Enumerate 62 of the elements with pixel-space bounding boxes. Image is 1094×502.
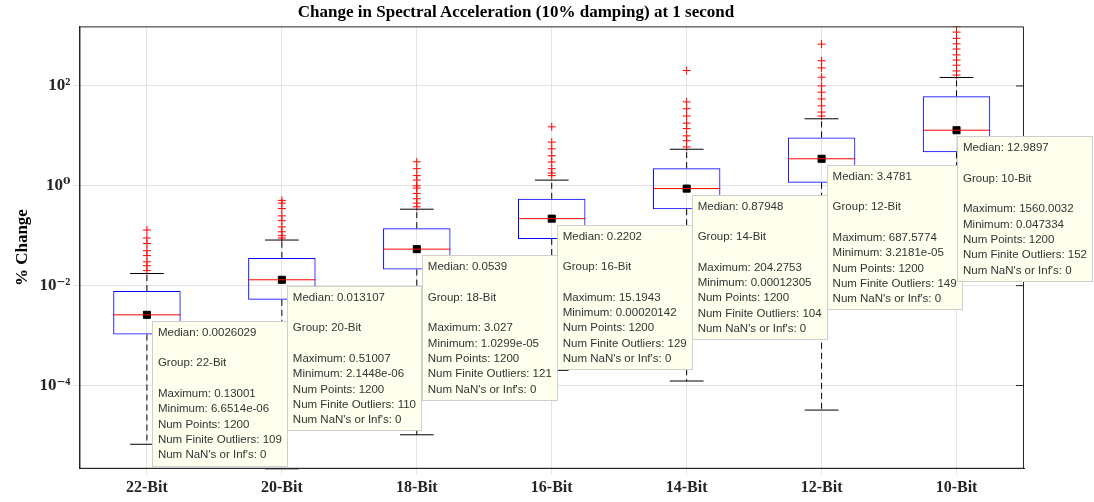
annotation: Num NaN's or Inf's: 0 [157,447,268,463]
annotation: Num NaN's or Inf's: 0 [832,291,943,307]
annotation: Num NaN's or Inf's: 0 [292,412,403,428]
annotation: Group: 22-Bit [157,355,228,371]
annotation: Median: 0.0539 [427,259,509,275]
annotation: Num Points: 1200 [427,350,521,366]
annotation: Maximum: 687.5774 [832,229,938,245]
annotation: Num Finite Outliers: 129 [562,335,687,351]
annotation: Group: 12-Bit [832,199,902,215]
annotation: Num Points: 1200 [963,232,1056,247]
annotation: Minimum: 2.1448e-06 [292,366,406,382]
annotation: Minimum: 0.00020142 [562,305,678,321]
annotation: Maximum: 0.51007 [292,350,392,366]
annotation: Num Points: 1200 [832,260,925,276]
annotation: Num NaN's or Inf's: 0 [562,351,673,366]
annotation: Maximum: 1560.0032 [963,201,1075,217]
x-tick-label: 16-Bit [530,477,574,495]
annotation: Num Points: 1200 [157,416,251,432]
annotation: Median: 12.9897 [963,140,1050,156]
annotation: Maximum: 3.027 [427,320,514,336]
y-tick-label: 10² [48,75,71,95]
x-tick-label: 10-Bit [935,477,979,495]
x-tick-label: 20-Bit [260,477,304,495]
annotation: Group: 16-Bit [562,259,633,275]
annotation: Minimum: 0.00012305 [697,275,813,291]
x-tick-label: 12-Bit [800,477,844,495]
annotation: Group: 18-Bit [427,289,498,305]
annotation: Num Points: 1200 [562,320,656,336]
annotation: Num Finite Outliers: 121 [427,366,552,382]
annotation: Minimum: 3.2181e-05 [832,245,945,261]
annotation: Num Finite Outliers: 104 [697,305,822,321]
y-tick-label: 10⁻⁴ [39,374,71,394]
annotation: Maximum: 0.13001 [157,386,257,401]
x-tick-label: 18-Bit [395,477,439,495]
chart-title: Change in Spectral Acceleration (10% damping) at 1 second [297,1,735,21]
annotation: Num Points: 1200 [292,381,386,397]
x-tick-label: 14-Bit [665,477,709,495]
annotation: Num Finite Outliers: 109 [157,431,282,447]
annotation: Num NaN's or Inf's: 0 [427,381,538,397]
annotation: Minimum: 1.0299e-05 [427,335,541,351]
annotation: Median: 0.0026029 [157,324,258,340]
annotation: Median: 0.2202 [562,228,644,244]
annotation: Group: 14-Bit [697,229,768,245]
annotation: Group: 20-Bit [292,320,363,336]
annotation: Num Finite Outliers: 152 [963,247,1087,263]
y-tick-label: 10⁰ [46,175,71,195]
annotation: Num Finite Outliers: 149 [832,275,957,291]
annotation: Num NaN's or Inf's: 0 [963,262,1073,278]
y-axis-title: % Change [11,208,31,287]
annotation: Maximum: 15.1943 [562,289,662,305]
annotation: Median: 0.013107 [292,289,386,305]
annotation: Minimum: 6.6514e-06 [157,401,271,417]
annotation: Median: 0.87948 [697,198,785,214]
annotation: Minimum: 0.047334 [963,216,1065,232]
annotation: Num Finite Outliers: 110 [292,396,416,412]
y-tick-label: 10⁻² [39,275,71,295]
annotation: Num Points: 1200 [697,290,791,306]
x-tick-label: 22-Bit [126,477,169,495]
annotation: Group: 10-Bit [963,170,1033,186]
annotation: Median: 3.4781 [832,168,913,184]
annotation: Num NaN's or Inf's: 0 [697,320,808,336]
annotation: Maximum: 204.2753 [697,259,803,275]
